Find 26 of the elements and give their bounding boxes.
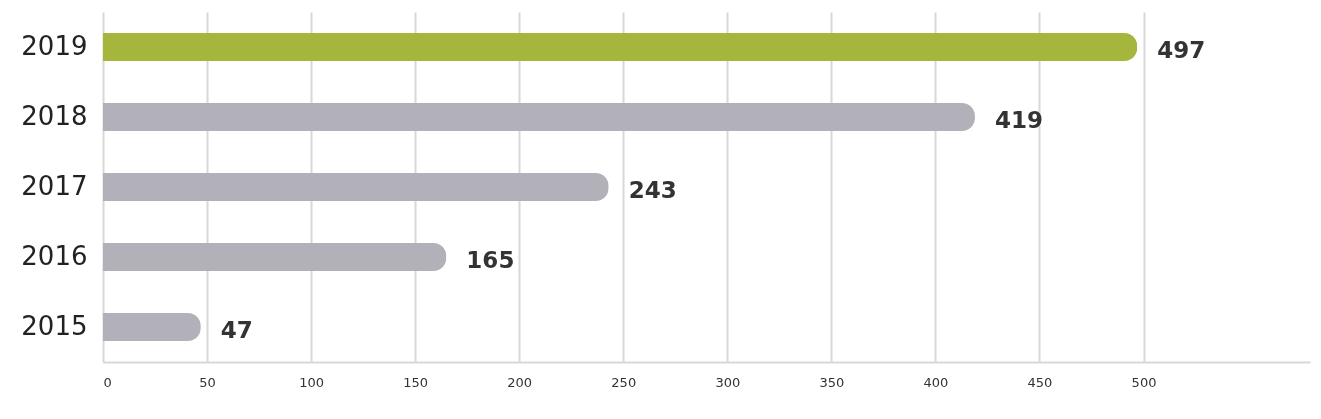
x-tick-label: 150 <box>403 374 429 390</box>
data-label: 497 <box>1157 37 1206 63</box>
y-tick-label: 2016 <box>21 241 88 271</box>
bar <box>103 243 447 271</box>
bar <box>103 173 609 201</box>
x-tick-label: 350 <box>819 374 845 390</box>
bar <box>103 103 975 131</box>
data-label: 47 <box>220 317 253 343</box>
y-tick-label: 2015 <box>21 311 88 341</box>
x-tick-label: 400 <box>923 374 949 390</box>
x-tick-label: 200 <box>507 374 533 390</box>
x-tick-label: 50 <box>199 374 216 390</box>
y-tick-label: 2019 <box>21 31 88 61</box>
x-tick-label: 300 <box>715 374 741 390</box>
x-tick-label: 100 <box>299 374 325 390</box>
x-tick-label: 0 <box>103 374 112 390</box>
data-label: 243 <box>628 177 677 203</box>
data-label: 165 <box>466 247 515 273</box>
x-tick-label: 500 <box>1131 374 1157 390</box>
bar <box>103 33 1138 61</box>
x-tick-label: 250 <box>611 374 637 390</box>
data-label: 419 <box>994 107 1043 133</box>
y-tick-label: 2017 <box>21 171 88 201</box>
x-tick-label: 450 <box>1027 374 1053 390</box>
bar <box>103 313 201 341</box>
y-tick-label: 2018 <box>21 101 88 131</box>
